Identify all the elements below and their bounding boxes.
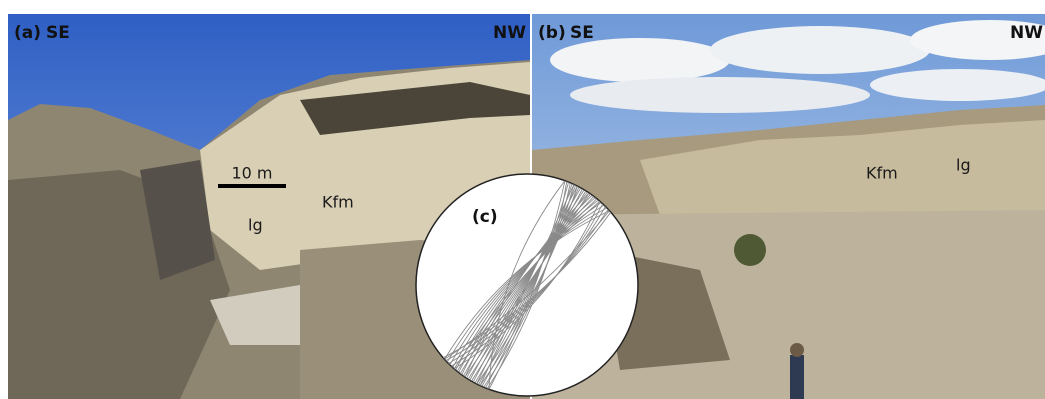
- panel-label: (c): [472, 207, 498, 227]
- stereonet: [416, 174, 638, 396]
- direction-label: NW: [493, 23, 526, 43]
- unit-label: Kfm: [322, 193, 354, 212]
- page: (a) SE NW 10 m lg Kfm (b) SE NW Kfm lg (…: [0, 0, 1045, 399]
- unit-label: lg: [956, 156, 971, 175]
- unit-label: Kfm: [866, 164, 898, 183]
- scale-label: 10 m: [231, 164, 272, 183]
- direction-label: NW: [1010, 23, 1043, 43]
- panel-label: (b): [538, 23, 566, 43]
- figure: (a) SE NW 10 m lg Kfm (b) SE NW Kfm lg (…: [0, 0, 1045, 399]
- panel-label: (a): [14, 23, 41, 43]
- direction-label: SE: [570, 23, 594, 43]
- unit-label: lg: [248, 216, 263, 235]
- direction-label: SE: [46, 23, 70, 43]
